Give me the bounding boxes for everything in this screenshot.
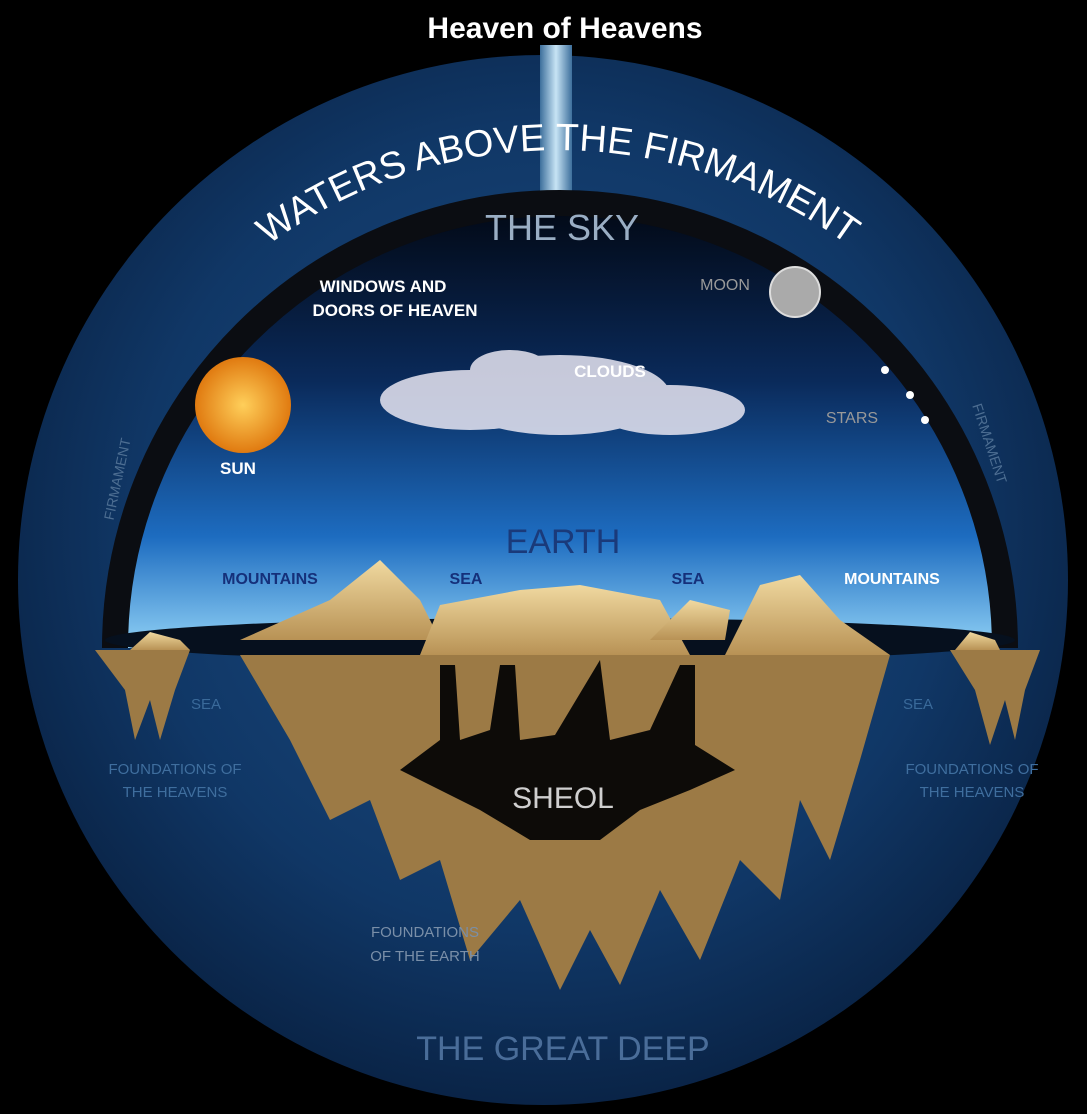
cloud-part <box>470 350 550 390</box>
moon-label: MOON <box>700 277 750 294</box>
foundations-label: OF THE EARTH <box>370 948 479 965</box>
sea-label: SEA <box>191 696 221 713</box>
sea-label: SEA <box>672 571 705 588</box>
mountain <box>420 585 690 655</box>
moon <box>769 266 821 318</box>
mountain <box>650 600 730 640</box>
waterfall <box>540 45 572 195</box>
foundations-label: FOUNDATIONS OF <box>905 761 1038 778</box>
sky-label: THE SKY <box>485 207 639 248</box>
windows-label: WINDOWS AND <box>320 277 447 296</box>
sun-label: SUN <box>220 459 256 478</box>
foundations-label: FOUNDATIONS OF <box>108 761 241 778</box>
mountains-label: MOUNTAINS <box>222 571 318 588</box>
mountain <box>725 575 890 655</box>
clouds-label: CLOUDS <box>574 362 646 381</box>
sun <box>195 357 291 453</box>
sea-label: SEA <box>450 571 483 588</box>
stars-label: STARS <box>826 410 878 427</box>
star <box>906 391 914 399</box>
mountain <box>955 632 1000 650</box>
foundations-label: THE HEAVENS <box>123 784 228 801</box>
sheol-cavern <box>400 660 735 840</box>
earth-label: EARTH <box>506 523 621 561</box>
mountain <box>240 560 440 640</box>
star <box>881 366 889 374</box>
stars <box>881 366 929 424</box>
title: Heaven of Heavens <box>427 12 702 45</box>
mountain <box>130 632 190 650</box>
sheol-label: SHEOL <box>512 782 614 815</box>
windows-label: DOORS OF HEAVEN <box>313 301 478 320</box>
sea-label: SEA <box>903 696 933 713</box>
star <box>921 416 929 424</box>
foundations-label: THE HEAVENS <box>920 784 1025 801</box>
pillar <box>950 650 1040 745</box>
cloud <box>380 350 745 435</box>
pillar <box>95 650 190 740</box>
cloud-part <box>595 385 745 435</box>
great-deep-label: THE GREAT DEEP <box>416 1030 709 1068</box>
foundations-label: FOUNDATIONS <box>371 924 479 941</box>
firmament-band <box>102 190 1018 649</box>
mountains-label: MOUNTAINS <box>844 571 940 588</box>
